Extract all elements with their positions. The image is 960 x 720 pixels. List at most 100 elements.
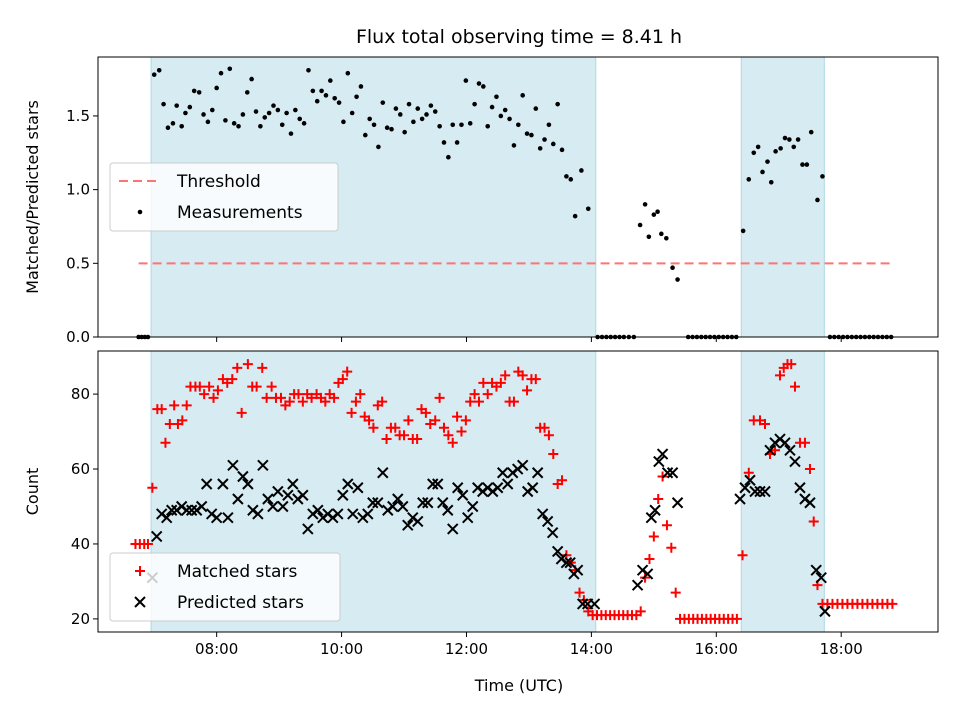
matched-stars-point xyxy=(500,370,511,381)
matched-stars-point xyxy=(420,407,431,418)
predicted-stars-point xyxy=(631,579,644,591)
measurement-point xyxy=(249,76,254,82)
matched-stars-point xyxy=(199,389,210,400)
predicted-stars-point xyxy=(372,497,384,509)
matched-stars-point xyxy=(760,419,771,430)
measurement-point xyxy=(214,85,219,91)
predicted-stars-point xyxy=(560,556,573,569)
matched-stars-point xyxy=(460,415,471,426)
measurement-point xyxy=(787,137,792,142)
predicted-stars-point xyxy=(442,504,454,516)
measurement-point xyxy=(765,159,770,164)
predicted-stars-point xyxy=(784,444,796,456)
matched-stars-point xyxy=(342,366,353,377)
measurement-point xyxy=(555,101,560,107)
y-tick-label: 1.0 xyxy=(66,181,90,199)
predicted-stars-point xyxy=(387,500,399,513)
measurement-point xyxy=(437,123,442,129)
measurement-point xyxy=(746,177,752,182)
measurement-point xyxy=(275,107,281,113)
predicted-stars-point xyxy=(526,482,539,494)
y-tick-label: 60 xyxy=(71,460,90,478)
predicted-stars-point xyxy=(536,508,549,520)
measurement-point xyxy=(258,123,263,129)
measurement-point xyxy=(498,113,504,119)
measurement-point xyxy=(751,150,757,156)
matched-stars-point xyxy=(227,374,238,385)
measurement-point xyxy=(306,67,311,73)
measurement-point xyxy=(568,177,574,182)
predicted-stars-point xyxy=(217,478,229,490)
predicted-stars-point xyxy=(501,478,514,490)
matched-stars-point xyxy=(737,550,748,561)
matched-stars-point xyxy=(251,381,262,392)
measurement-point xyxy=(284,110,289,116)
measurement-point xyxy=(542,137,547,142)
measurement-point xyxy=(341,119,346,125)
predicted-stars-point xyxy=(432,478,444,490)
matched-stars-point xyxy=(543,430,554,441)
matched-stars-point xyxy=(368,422,379,433)
measurement-point xyxy=(151,72,157,77)
matched-stars-point xyxy=(508,396,519,407)
predicted-stars-point xyxy=(232,493,244,505)
predicted-stars-point xyxy=(287,478,299,490)
predicted-stars-point xyxy=(180,504,193,516)
y-tick-label: 1.5 xyxy=(66,107,90,125)
measurement-point xyxy=(271,103,276,108)
matched-stars-point xyxy=(447,437,458,448)
matched-stars-point xyxy=(769,445,780,456)
measurement-point xyxy=(768,179,774,185)
measurement-point xyxy=(301,121,307,126)
measurement-point xyxy=(463,78,469,83)
measurement-point xyxy=(550,141,556,147)
y-axis-label: Count xyxy=(23,468,42,516)
measurement-point xyxy=(659,231,664,237)
measurement-point xyxy=(227,66,233,72)
measurement-point xyxy=(179,123,184,129)
predicted-stars-point xyxy=(412,515,424,528)
matched-stars-point xyxy=(473,396,484,407)
predicted-stars-point xyxy=(794,482,806,494)
predicted-stars-point xyxy=(467,500,479,513)
predicted-stars-point xyxy=(447,523,459,535)
matched-stars-point xyxy=(261,392,272,403)
measurement-point xyxy=(808,129,814,135)
measurement-point xyxy=(791,144,797,150)
measurement-point xyxy=(454,140,460,145)
predicted-stars-point xyxy=(427,478,439,490)
predicted-stars-point xyxy=(165,504,178,516)
measurement-point xyxy=(293,107,298,113)
predicted-stars-point xyxy=(754,485,766,498)
axes-frame xyxy=(97,56,939,338)
matched-stars-point xyxy=(232,362,243,373)
measurement-point xyxy=(655,209,660,215)
measurement-point xyxy=(297,116,303,122)
predicted-stars-point xyxy=(422,497,434,509)
measurement-point xyxy=(170,121,176,126)
matched-stars-point xyxy=(212,385,223,396)
measurement-point xyxy=(266,110,272,116)
predicted-stars-point xyxy=(516,459,529,471)
measurement-point xyxy=(800,162,805,167)
predicted-stars-point xyxy=(656,448,669,460)
measurement-point xyxy=(201,112,206,117)
predicted-stars-point xyxy=(571,564,584,576)
measurement-point xyxy=(218,70,224,76)
predicted-stars-point xyxy=(653,455,665,468)
measurement-point xyxy=(546,122,552,128)
measurement-point xyxy=(262,115,268,120)
matched-stars-point xyxy=(284,396,295,407)
measurement-point xyxy=(516,122,521,128)
measurement-point xyxy=(415,106,421,111)
matched-stars-point xyxy=(887,598,898,609)
predicted-stars-point xyxy=(252,508,264,520)
predicted-stars-point xyxy=(160,512,173,524)
measurement-point xyxy=(393,106,399,111)
predicted-stars-point xyxy=(377,467,389,479)
measurement-point xyxy=(336,100,342,105)
matched-stars-point xyxy=(350,396,361,407)
measurement-point xyxy=(411,119,416,125)
measurement-point xyxy=(773,149,778,154)
matched-stars-point xyxy=(399,430,410,441)
